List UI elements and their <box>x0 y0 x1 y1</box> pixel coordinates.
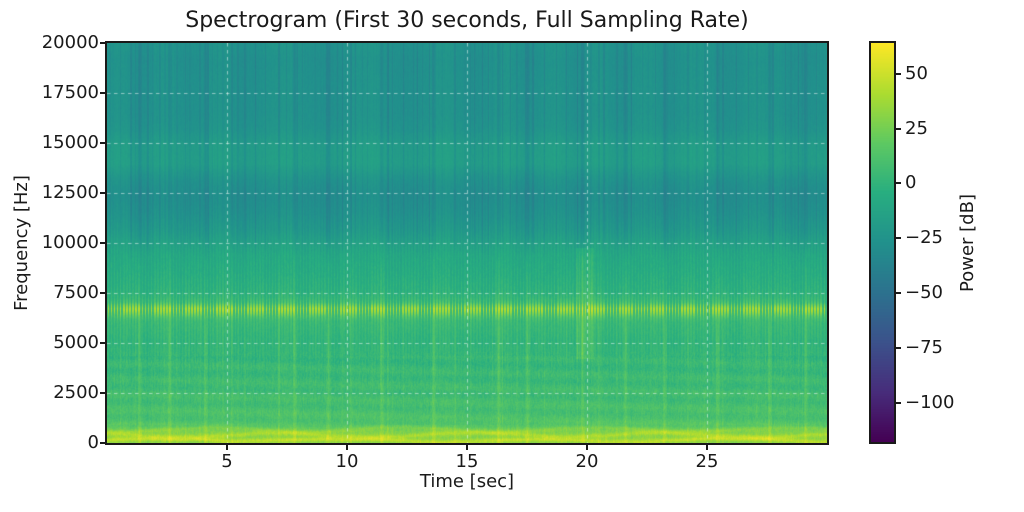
colorbar-tick-label: 50 <box>905 62 928 84</box>
y-tick-mark <box>100 192 105 194</box>
colorbar-gradient <box>871 43 894 442</box>
y-tick-label: 10000 <box>41 232 99 253</box>
x-tick-mark <box>586 445 588 450</box>
colorbar-tick-mark <box>896 401 901 404</box>
x-tick-mark <box>346 445 348 450</box>
x-tick-label: 20 <box>575 451 599 472</box>
spectrogram-heatmap <box>107 43 827 443</box>
y-tick-label: 20000 <box>41 32 99 53</box>
y-tick-label: 17500 <box>41 82 99 103</box>
x-tick-mark <box>706 445 708 450</box>
y-tick-mark <box>100 42 105 44</box>
colorbar-tick-mark <box>896 127 901 130</box>
plot-area <box>105 41 829 445</box>
y-tick-label: 7500 <box>53 282 99 303</box>
y-tick-label: 0 <box>87 432 99 453</box>
y-tick-mark <box>100 142 105 144</box>
x-tick-label: 10 <box>335 451 359 472</box>
colorbar-tick-label: −25 <box>905 227 943 249</box>
colorbar-tick-mark <box>896 346 901 349</box>
colorbar-tick-label: −50 <box>905 281 943 303</box>
colorbar <box>869 41 896 444</box>
x-tick-mark <box>466 445 468 450</box>
colorbar-tick-mark <box>896 182 901 185</box>
x-axis-label: Time [sec] <box>419 471 515 492</box>
x-tick-label: 5 <box>221 451 233 472</box>
y-tick-mark <box>100 442 105 444</box>
colorbar-tick-label: 0 <box>905 172 917 194</box>
y-tick-label: 15000 <box>41 132 99 153</box>
colorbar-tick-mark <box>896 72 901 75</box>
y-tick-mark <box>100 342 105 344</box>
colorbar-tick-label: −100 <box>905 391 955 413</box>
chart-title: Spectrogram (First 30 seconds, Full Samp… <box>185 8 749 33</box>
colorbar-tick-mark <box>896 291 901 294</box>
colorbar-tick-label: 25 <box>905 117 928 139</box>
y-tick-label: 2500 <box>53 382 99 403</box>
x-tick-mark <box>226 445 228 450</box>
x-tick-label: 15 <box>455 451 479 472</box>
colorbar-tick-mark <box>896 237 901 240</box>
colorbar-tick-label: −75 <box>905 336 943 358</box>
y-tick-mark <box>100 392 105 394</box>
y-tick-mark <box>100 242 105 244</box>
y-tick-label: 5000 <box>53 332 99 353</box>
y-tick-mark <box>100 92 105 94</box>
y-tick-mark <box>100 292 105 294</box>
x-tick-label: 25 <box>695 451 719 472</box>
y-tick-label: 12500 <box>41 182 99 203</box>
